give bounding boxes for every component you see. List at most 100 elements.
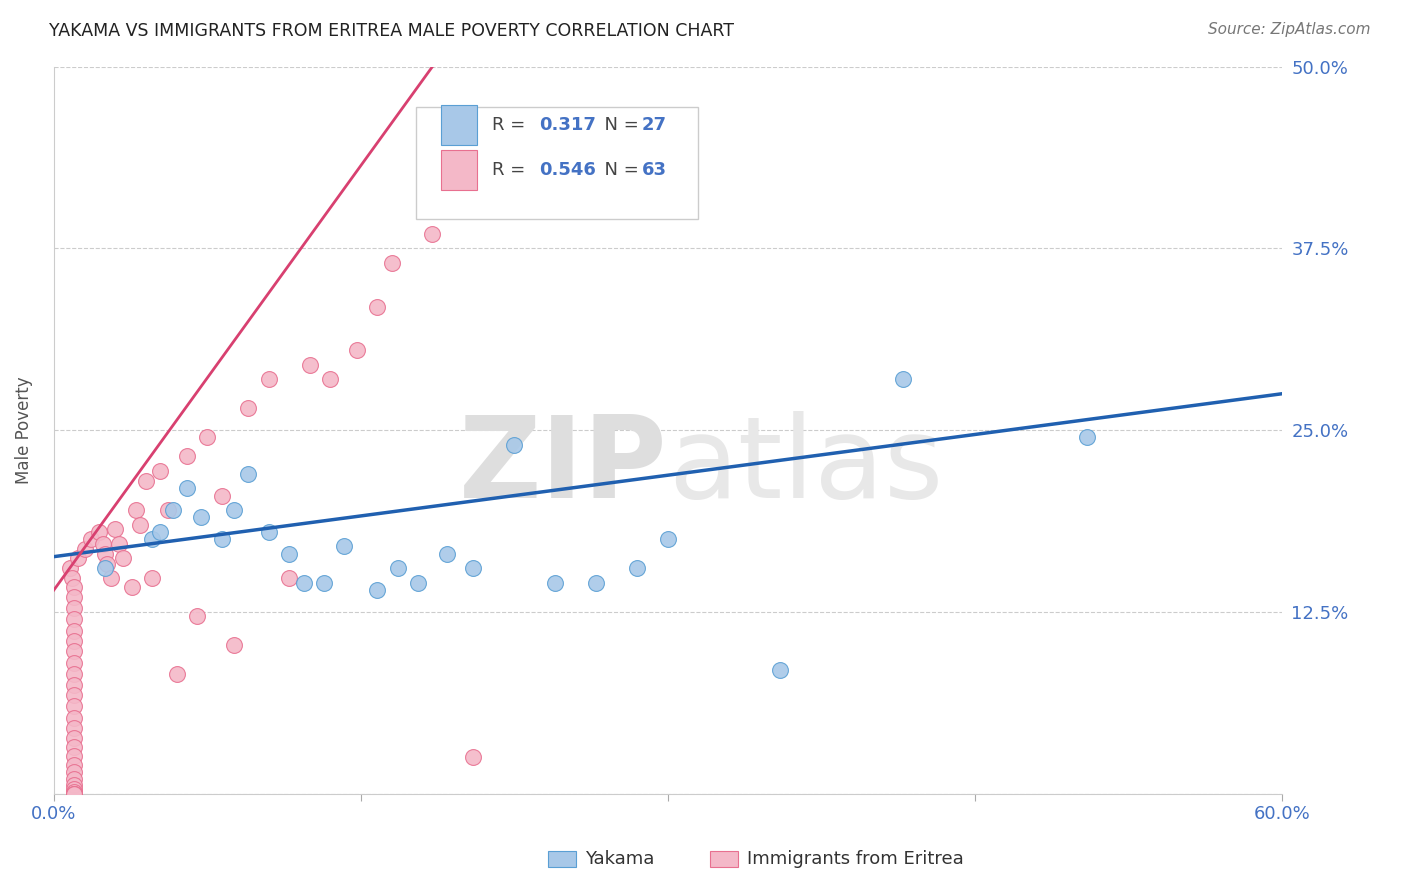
Point <box>463 750 485 764</box>
Point <box>346 343 368 358</box>
Point <box>503 111 526 125</box>
Point <box>141 532 163 546</box>
Point <box>190 510 212 524</box>
Point <box>436 547 458 561</box>
Point <box>63 600 86 615</box>
Point <box>585 575 607 590</box>
Point <box>149 464 172 478</box>
Point <box>769 663 792 677</box>
Point <box>63 778 86 792</box>
Point <box>626 561 648 575</box>
Point <box>67 551 90 566</box>
Point <box>63 612 86 626</box>
Point <box>100 571 122 585</box>
Point <box>891 372 914 386</box>
Point <box>63 591 86 605</box>
Y-axis label: Male Poverty: Male Poverty <box>15 376 32 484</box>
Point <box>257 524 280 539</box>
Point <box>544 575 567 590</box>
Text: N =: N = <box>593 161 644 179</box>
Point <box>63 764 86 779</box>
Point <box>63 787 86 801</box>
Point <box>63 721 86 735</box>
Point <box>91 536 114 550</box>
Point <box>63 667 86 681</box>
Point <box>463 561 485 575</box>
Point <box>141 571 163 585</box>
Point <box>104 522 127 536</box>
Point <box>211 532 233 546</box>
Text: N =: N = <box>593 116 644 135</box>
Point <box>63 785 86 799</box>
Point <box>366 300 388 314</box>
Point <box>657 532 679 546</box>
Text: ZIP: ZIP <box>460 411 668 522</box>
Point <box>63 678 86 692</box>
Point <box>60 571 83 585</box>
FancyBboxPatch shape <box>416 106 699 219</box>
Point <box>292 575 315 590</box>
Point <box>63 656 86 670</box>
Point <box>149 524 172 539</box>
Text: 0.317: 0.317 <box>538 116 596 135</box>
Point <box>128 517 150 532</box>
FancyBboxPatch shape <box>440 151 478 190</box>
Point <box>166 667 188 681</box>
Point <box>333 540 356 554</box>
Point <box>63 634 86 648</box>
Point <box>63 711 86 725</box>
Text: YAKAMA VS IMMIGRANTS FROM ERITREA MALE POVERTY CORRELATION CHART: YAKAMA VS IMMIGRANTS FROM ERITREA MALE P… <box>49 22 734 40</box>
Point <box>162 503 184 517</box>
Text: 0.546: 0.546 <box>538 161 596 179</box>
Point <box>366 583 388 598</box>
Point <box>79 532 101 546</box>
Point <box>63 624 86 638</box>
Point <box>63 644 86 658</box>
Point <box>73 542 96 557</box>
Point <box>59 561 82 575</box>
Point <box>63 731 86 746</box>
Point <box>63 580 86 594</box>
Point <box>238 401 260 416</box>
Text: Source: ZipAtlas.com: Source: ZipAtlas.com <box>1208 22 1371 37</box>
Point <box>312 575 335 590</box>
FancyBboxPatch shape <box>440 105 478 145</box>
Point <box>319 372 342 386</box>
Point <box>406 575 429 590</box>
Point <box>211 489 233 503</box>
Point <box>176 481 198 495</box>
Point <box>135 474 157 488</box>
Text: Yakama: Yakama <box>585 850 654 868</box>
Point <box>63 748 86 763</box>
Text: 27: 27 <box>643 116 666 135</box>
Point <box>238 467 260 481</box>
Point <box>125 503 148 517</box>
Text: 63: 63 <box>643 161 666 179</box>
Point <box>108 536 131 550</box>
Point <box>222 503 245 517</box>
Point <box>1076 430 1098 444</box>
Point <box>87 524 110 539</box>
Point <box>94 547 117 561</box>
Point <box>121 580 143 594</box>
Point <box>63 740 86 755</box>
Point <box>257 372 280 386</box>
Point <box>387 561 409 575</box>
Point <box>63 782 86 797</box>
Text: Immigrants from Eritrea: Immigrants from Eritrea <box>747 850 963 868</box>
Point <box>380 256 402 270</box>
Point <box>278 547 301 561</box>
Point <box>222 638 245 652</box>
Point <box>186 609 208 624</box>
Point <box>503 438 526 452</box>
Point <box>176 450 198 464</box>
Point <box>63 787 86 801</box>
Point <box>63 699 86 714</box>
Point <box>422 227 444 241</box>
Text: atlas: atlas <box>668 411 943 522</box>
Point <box>112 551 135 566</box>
Text: R =: R = <box>492 161 531 179</box>
Point <box>195 430 218 444</box>
Point <box>298 358 321 372</box>
Point <box>278 571 301 585</box>
